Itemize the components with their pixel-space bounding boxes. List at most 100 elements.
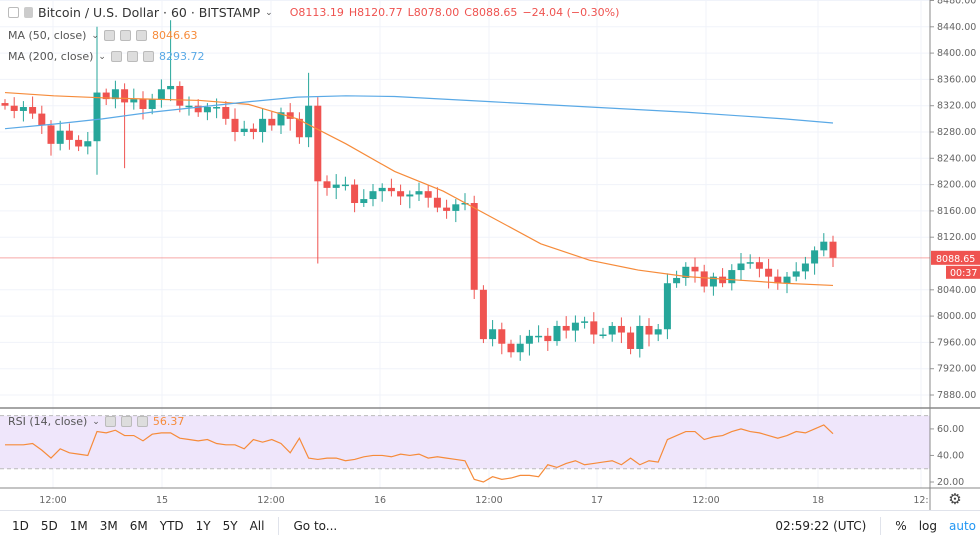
range-1d[interactable]: 1D (12, 519, 29, 533)
settings-icon[interactable] (119, 30, 131, 41)
collapse-icon[interactable] (8, 7, 19, 18)
candle-body (691, 266, 699, 272)
countdown-badge (946, 265, 980, 279)
range-1y[interactable]: 1Y (195, 519, 211, 533)
price-tick-label: 8040.00 (937, 285, 976, 296)
percent-toggle[interactable]: % (895, 519, 907, 533)
candle-body (323, 181, 331, 188)
range-5d[interactable]: 5D (40, 519, 58, 533)
candle-body (470, 203, 478, 290)
candle-body (507, 343, 515, 353)
settings-icon[interactable] (126, 51, 138, 62)
candle-body (121, 89, 129, 103)
candle-body (627, 332, 635, 349)
candle-body (820, 241, 828, 251)
candle-body (111, 89, 119, 100)
utc-clock[interactable]: 02:59:22 (UTC) (775, 519, 867, 533)
candle-body (222, 107, 230, 119)
time-label: 12:00 (475, 495, 502, 506)
candle-body (84, 141, 92, 147)
candle-body (277, 112, 285, 126)
candle-body (811, 250, 819, 264)
settings-icon[interactable] (120, 416, 132, 427)
range-1m[interactable]: 1M (69, 519, 88, 533)
time-label: 16 (374, 495, 386, 506)
candle-body (65, 130, 73, 140)
price-chart[interactable]: 8480.00 8440.00 8400.00 8360.00 8320.00 8280.… (0, 0, 980, 510)
chevron-down-icon[interactable]: ⌄ (98, 51, 106, 62)
range-3m[interactable]: 3M (99, 519, 118, 533)
countdown-label: 00:37 (950, 268, 977, 279)
candle-body (130, 99, 138, 103)
candle-body (728, 270, 736, 284)
candle-body (792, 271, 800, 277)
symbol-title[interactable]: Bitcoin / U.S. Dollar · 60 · BITSTAMP (38, 5, 261, 20)
range-all[interactable]: All (249, 519, 265, 533)
candle-body (38, 113, 46, 126)
candle-body (424, 191, 432, 198)
symbol-legend: Bitcoin / U.S. Dollar · 60 · BITSTAMP ⌄ O… (8, 5, 619, 20)
chevron-down-icon[interactable]: ⌄ (91, 30, 99, 41)
candle-body (765, 268, 773, 277)
close-icon[interactable] (142, 51, 154, 62)
candle-body (443, 207, 451, 211)
chevron-down-icon[interactable]: ⌄ (265, 7, 273, 18)
candle-body (148, 99, 156, 109)
candle-body (489, 329, 497, 340)
ma200-label[interactable]: MA (200, close) (8, 50, 94, 63)
last-price-badge (931, 250, 980, 265)
candle-body (461, 203, 469, 205)
candle-body (259, 118, 267, 132)
candle-body (185, 105, 193, 108)
price-tick-label: 8400.00 (937, 48, 976, 59)
price-tick-label: 8440.00 (937, 22, 976, 33)
rsi-tick-label: 60.00 (937, 424, 964, 435)
auto-toggle[interactable]: auto (948, 519, 976, 533)
candle-body (56, 130, 64, 144)
bottom-toolbar: 1D 5D 1M 3M 6M YTD 1Y 5Y All Go to... 02:59:22 (… (0, 510, 980, 541)
ma50-label[interactable]: MA (50, close) (8, 29, 87, 42)
candle-body (240, 128, 248, 132)
ma200-legend: MA (200, close) ⌄ 8293.72 (8, 50, 204, 63)
rsi-label[interactable]: RSI (14, close) (8, 415, 88, 428)
range-ytd[interactable]: YTD (159, 519, 184, 533)
eye-icon[interactable] (104, 416, 116, 427)
goto-button[interactable]: Go to... (293, 519, 338, 533)
candle-body (746, 262, 754, 264)
time-label: 15 (156, 495, 168, 506)
price-tick-label: 7960.00 (937, 337, 976, 348)
eye-icon[interactable] (110, 51, 122, 62)
candle-body (636, 325, 644, 349)
candle-body (829, 241, 837, 258)
rsi-line (5, 424, 834, 483)
ohlc-change: −24.04 (−0.30%) (522, 6, 620, 19)
candle-body (360, 199, 368, 204)
divider (278, 517, 280, 535)
candle-body (516, 343, 524, 353)
close-icon[interactable] (136, 416, 148, 427)
candle-body (75, 139, 83, 147)
candle-body (19, 107, 27, 111)
symbol-icon (24, 7, 33, 18)
range-5y[interactable]: 5Y (222, 519, 238, 533)
candle-body (774, 276, 782, 284)
candle-body (203, 107, 211, 113)
close-icon[interactable] (135, 30, 147, 41)
settings-gear-icon[interactable]: ⚙ (948, 490, 961, 508)
time-label: 12:00 (39, 495, 66, 506)
candle-body (700, 271, 708, 287)
chevron-down-icon[interactable]: ⌄ (92, 416, 100, 427)
candle-body (645, 325, 653, 335)
candle-body (295, 118, 303, 138)
eye-icon[interactable] (103, 30, 115, 41)
candle-body (102, 92, 110, 100)
price-tick-label: 8360.00 (937, 74, 976, 85)
time-label: 17 (591, 495, 603, 506)
candle-body (553, 325, 561, 342)
range-buttons: 1D 5D 1M 3M 6M YTD 1Y 5Y All (0, 519, 270, 533)
candle-body (249, 128, 257, 132)
range-6m[interactable]: 6M (129, 519, 148, 533)
log-toggle[interactable]: log (918, 519, 937, 533)
candle-body (709, 276, 717, 287)
candle-body (755, 262, 763, 269)
